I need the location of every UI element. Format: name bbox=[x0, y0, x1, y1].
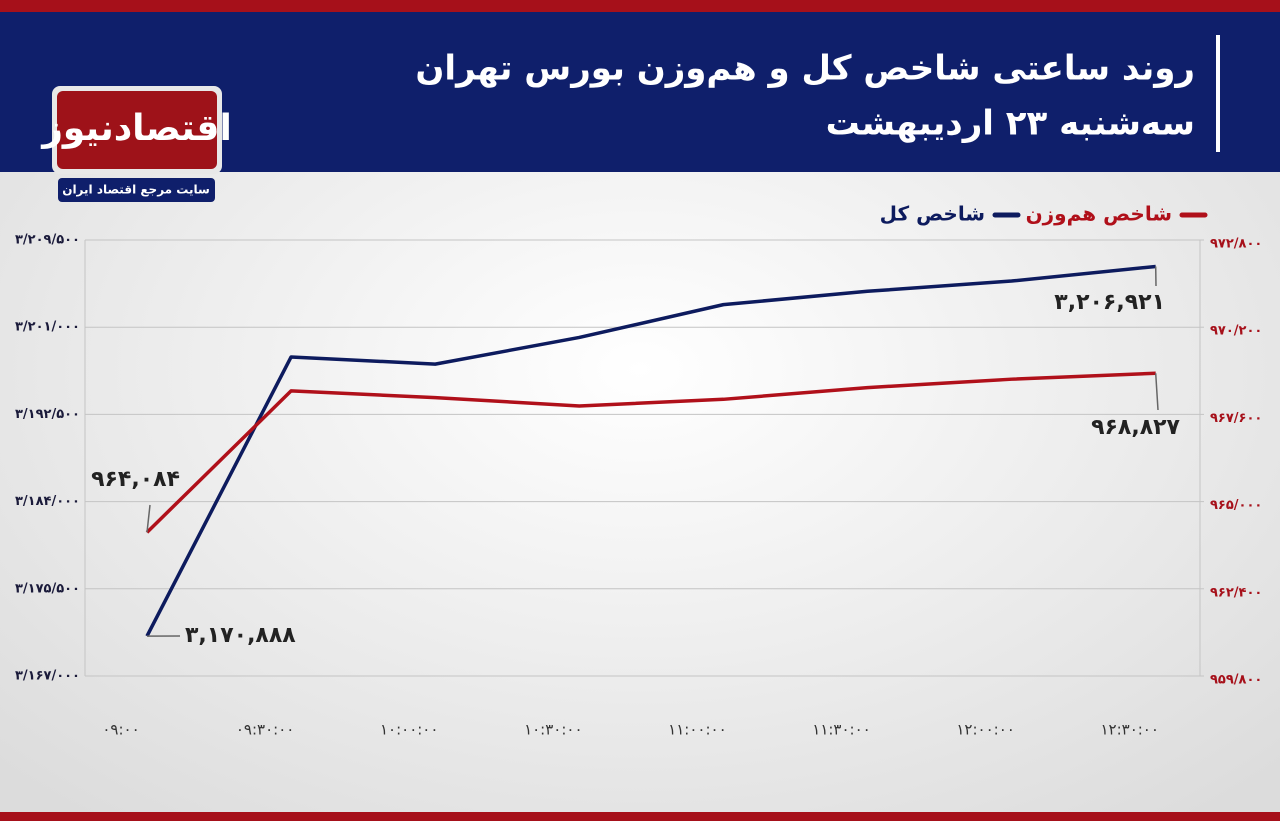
y2-tick-label: ۹۷۲/۸۰۰ bbox=[1210, 237, 1262, 252]
y-tick-label: ۳/۲۰۹/۵۰۰ bbox=[15, 233, 80, 248]
x-tick-label: ۰۹:۰۰ bbox=[102, 721, 139, 739]
y-tick-label: ۳/۱۹۲/۵۰۰ bbox=[15, 407, 80, 422]
logo bbox=[57, 91, 217, 169]
data-label: ۹۶۸,۸۲۷ bbox=[1091, 415, 1180, 440]
tagline-box bbox=[58, 178, 215, 202]
x-tick-label: ۱۰:۰۰:۰۰ bbox=[380, 721, 438, 739]
y2-tick-label: ۹۵۹/۸۰۰ bbox=[1210, 673, 1262, 688]
x-tick-label: ۱۰:۳۰:۰۰ bbox=[524, 721, 582, 739]
y2-tick-label: ۹۶۲/۴۰۰ bbox=[1210, 585, 1262, 600]
series-line bbox=[145, 264, 1156, 637]
legend-label: شاخص هم‌وزن bbox=[1026, 202, 1172, 226]
data-label: ۳,۲۰۶,۹۲۱ bbox=[1054, 290, 1165, 315]
y2-tick-label: ۹۷۰/۲۰۰ bbox=[1210, 324, 1262, 339]
y2-tick-label: ۹۶۵/۰۰۰ bbox=[1210, 498, 1262, 513]
x-tick-label: ۱۲:۳۰:۰۰ bbox=[1100, 721, 1158, 739]
tagline: سایت مرجع اقتصاد ایران bbox=[62, 183, 210, 197]
y-tick-label: ۳/۱۶۷/۰۰۰ bbox=[15, 669, 80, 684]
chart-subtitle: سه‌شنبه ۲۳ اردیبهشت bbox=[826, 104, 1195, 144]
x-tick-label: ۱۱:۳۰:۰۰ bbox=[812, 721, 870, 739]
x-tick-label: ۰۹:۳۰:۰۰ bbox=[236, 721, 294, 739]
y-tick-label: ۳/۱۷۵/۵۰۰ bbox=[15, 581, 80, 596]
legend-label: شاخص کل bbox=[880, 202, 985, 226]
top-stripe bbox=[0, 0, 1280, 12]
y2-tick-label: ۹۶۷/۶۰۰ bbox=[1210, 411, 1262, 426]
data-label: ۳,۱۷۰,۸۸۸ bbox=[185, 623, 296, 648]
x-tick-label: ۱۱:۰۰:۰۰ bbox=[668, 721, 726, 739]
logo-text: اقتصادنیوز bbox=[40, 108, 232, 149]
x-tick-label: ۱۲:۰۰:۰۰ bbox=[956, 721, 1014, 739]
label-leader bbox=[146, 504, 151, 533]
data-label: ۹۶۴,۰۸۴ bbox=[91, 467, 180, 492]
label-leader bbox=[1154, 373, 1159, 411]
series-line bbox=[145, 371, 1156, 534]
bottom-stripe bbox=[0, 812, 1280, 821]
y-tick-label: ۳/۱۸۴/۰۰۰ bbox=[15, 494, 80, 509]
y-tick-label: ۳/۲۰۱/۰۰۰ bbox=[15, 320, 80, 335]
chart-title: روند ساعتی شاخص کل و هم‌وزن بورس تهران bbox=[415, 49, 1195, 89]
